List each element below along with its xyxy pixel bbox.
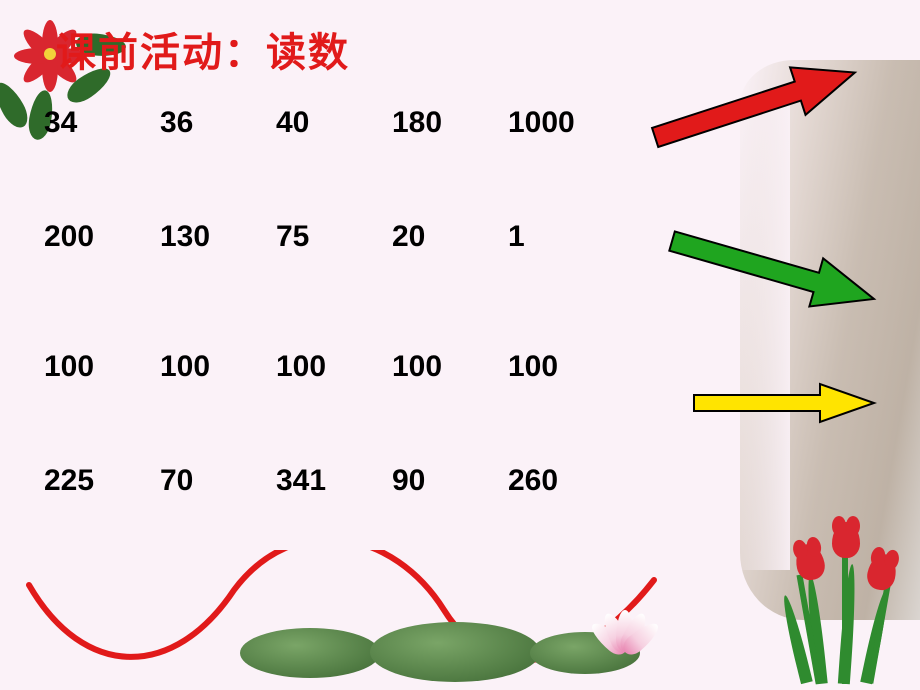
number-cell: 36 (160, 106, 276, 140)
number-cell: 225 (44, 464, 160, 498)
tulips-icon (732, 514, 912, 684)
arrow-yellow-flat (690, 378, 880, 428)
number-cell: 70 (160, 464, 276, 498)
number-cell: 180 (392, 106, 508, 140)
number-cell: 40 (276, 106, 392, 140)
number-cell: 100 (392, 350, 508, 384)
number-row-4: 225 70 341 90 260 (44, 464, 624, 498)
number-cell: 20 (392, 220, 508, 254)
number-cell: 75 (276, 220, 392, 254)
number-cell: 100 (276, 350, 392, 384)
number-cell: 34 (44, 106, 160, 140)
arrow-red-up (640, 50, 870, 160)
number-cell: 1 (508, 220, 624, 254)
number-cell: 100 (508, 350, 624, 384)
number-cell: 200 (44, 220, 160, 254)
slide: 课前活动：读数 34 36 40 180 1000 200 130 75 20 … (0, 0, 920, 690)
lilypond-icon (200, 572, 720, 682)
number-row-3: 100 100 100 100 100 (44, 350, 624, 384)
number-cell: 1000 (508, 106, 624, 140)
number-cell: 260 (508, 464, 624, 498)
number-row-1: 34 36 40 180 1000 (44, 106, 624, 140)
number-row-2: 200 130 75 20 1 (44, 220, 624, 254)
slide-title: 课前活动：读数 (56, 20, 350, 78)
number-cell: 100 (160, 350, 276, 384)
number-cell: 90 (392, 464, 508, 498)
number-cell: 341 (276, 464, 392, 498)
arrow-green-down (658, 210, 888, 330)
number-cell: 130 (160, 220, 276, 254)
number-cell: 100 (44, 350, 160, 384)
number-grid: 34 36 40 180 1000 200 130 75 20 1 100 10… (44, 106, 624, 568)
